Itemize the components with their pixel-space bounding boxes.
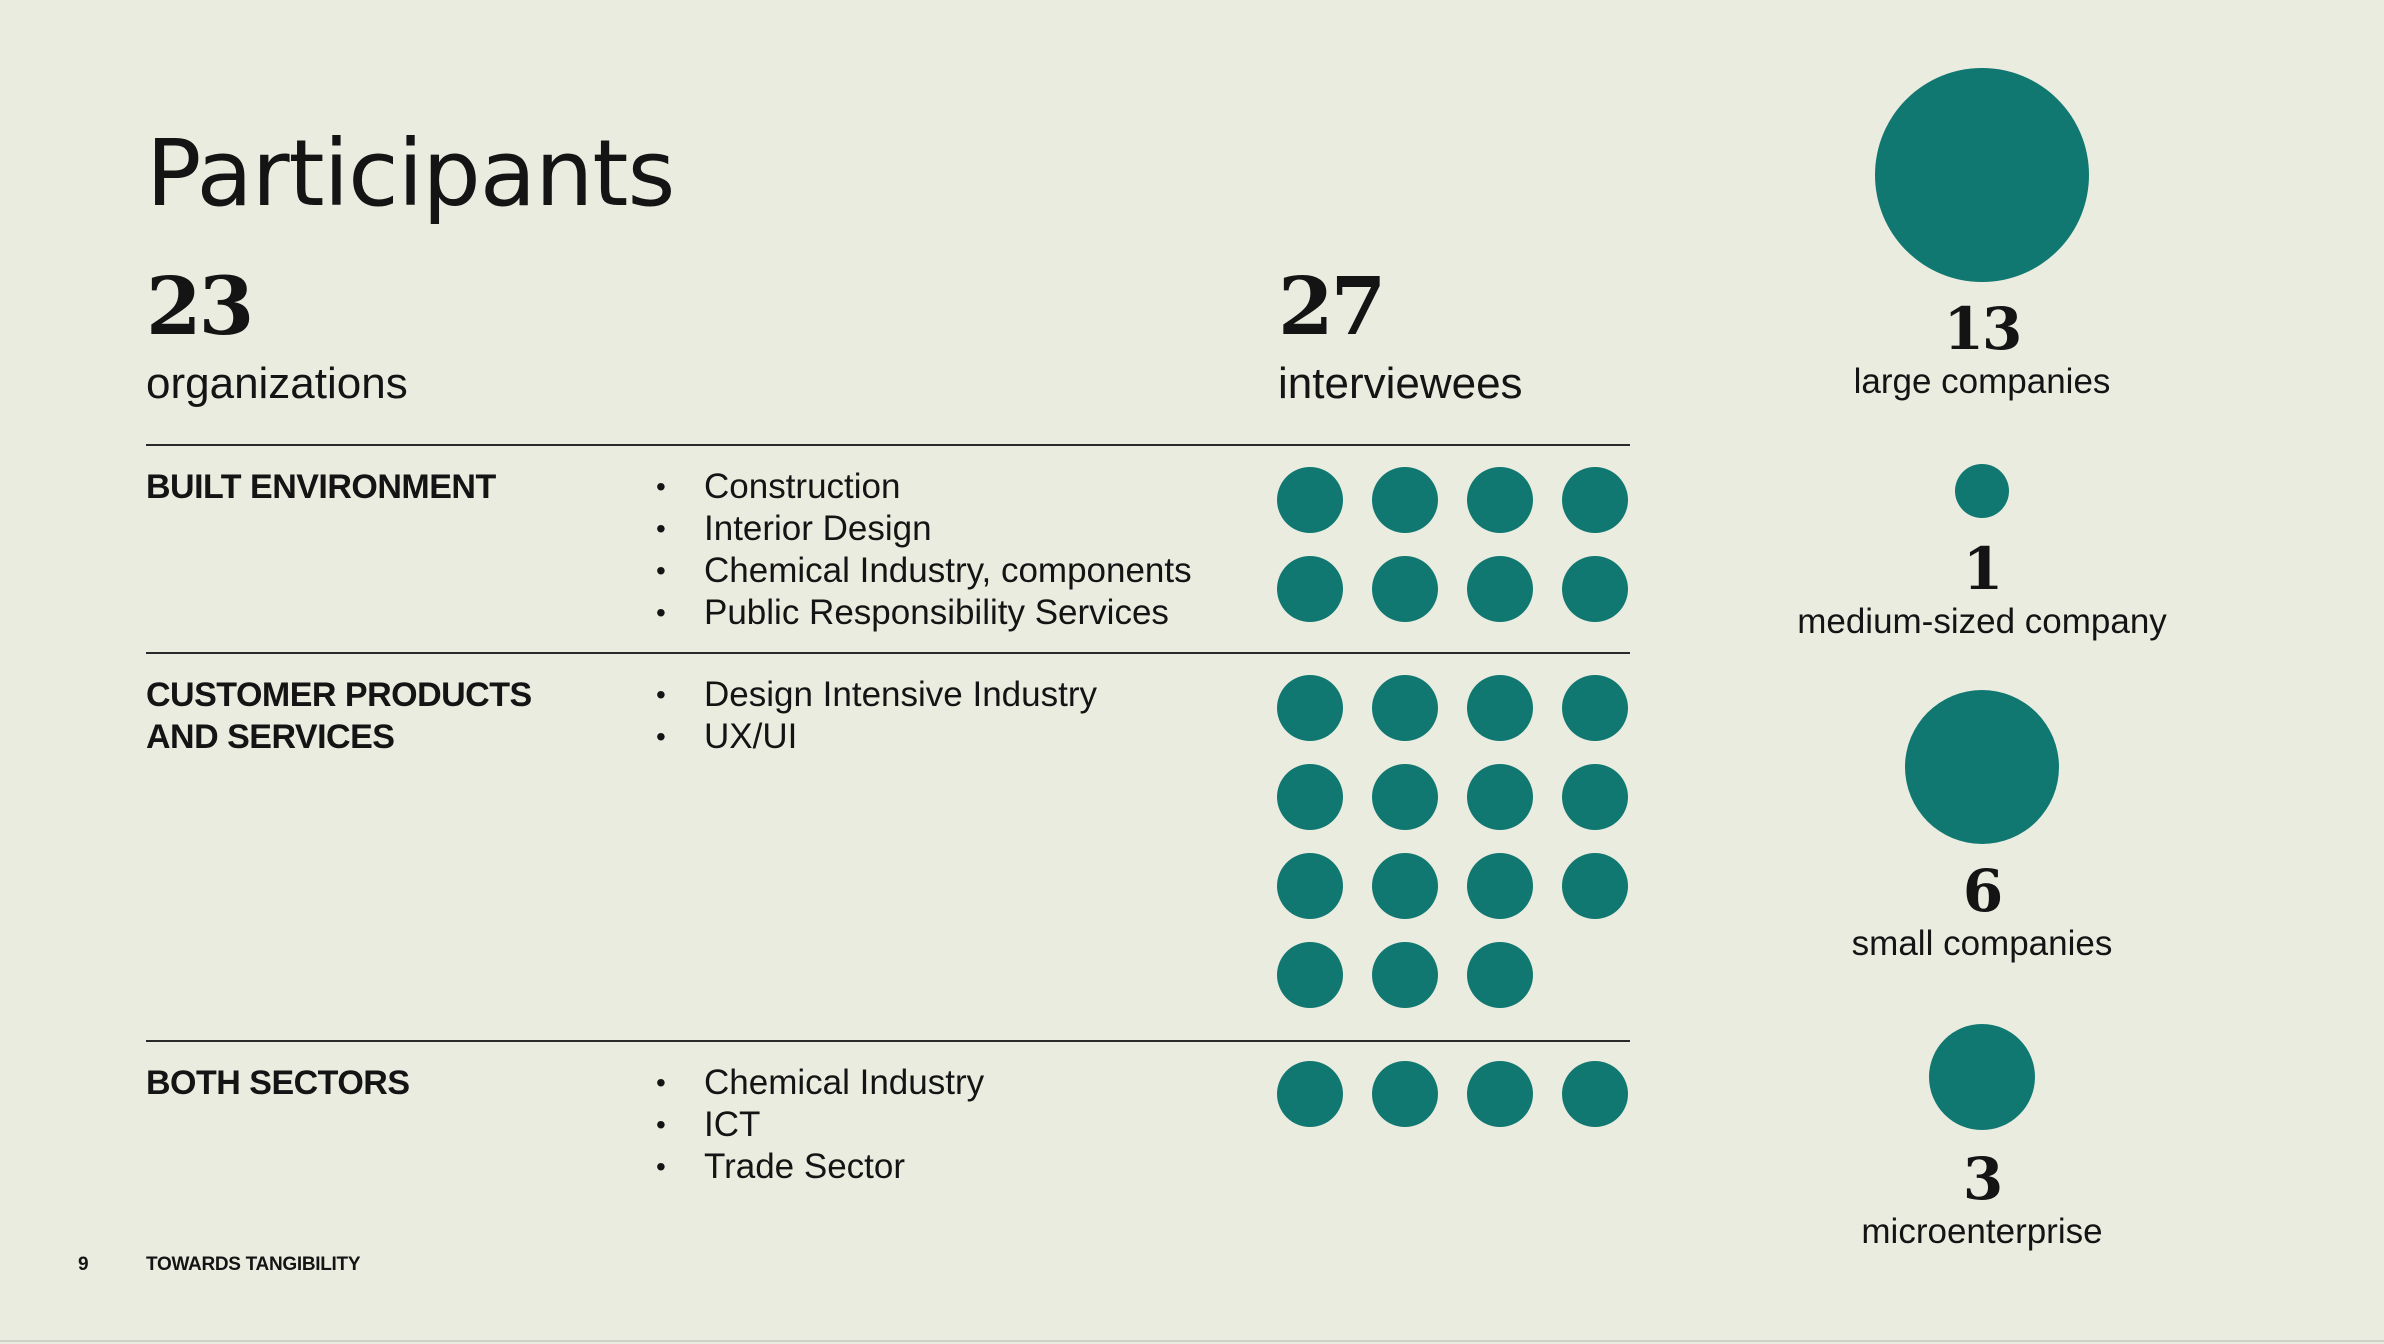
sector-both-sectors: BOTH SECTORS: [146, 1062, 410, 1104]
stat-number: 6: [1962, 857, 2003, 925]
stat-label: small companies: [1851, 924, 2113, 963]
interviewee-dot: [1467, 853, 1533, 919]
stat-label: medium-sized company: [1797, 602, 2167, 641]
organizations-label: organizations: [146, 359, 408, 408]
list-item: Public Responsibility Services: [656, 592, 1192, 634]
list-item: Chemical Industry, components: [656, 550, 1192, 592]
list-item: Design Intensive Industry: [656, 674, 1097, 716]
interviewee-dot: [1467, 556, 1533, 622]
size-circle: [1905, 690, 2059, 844]
interviewee-dot: [1467, 942, 1533, 1008]
interviewee-dot: [1372, 1061, 1438, 1127]
sector-name: BUILT ENVIRONMENT: [146, 468, 496, 506]
interviewee-dot: [1277, 764, 1343, 830]
interviewee-dot: [1467, 675, 1533, 741]
interviewee-dot: [1277, 853, 1343, 919]
interviewee-dot: [1467, 1061, 1533, 1127]
interviewee-dot: [1277, 1061, 1343, 1127]
interviewee-dot: [1562, 853, 1628, 919]
list-item: Interior Design: [656, 508, 1192, 550]
interviewee-dot: [1562, 764, 1628, 830]
stat-microenterprise: 3 microenterprise: [1742, 1024, 2222, 1249]
interviewee-dot: [1372, 853, 1438, 919]
sector-name: BOTH SECTORS: [146, 1064, 410, 1102]
page-title: Participants: [146, 120, 675, 227]
industry-list: Design Intensive Industry UX/UI: [656, 674, 1097, 758]
list-item: Construction: [656, 466, 1192, 508]
interviewee-dot: [1562, 467, 1628, 533]
page-number: 9: [78, 1254, 89, 1275]
stat-small-companies: 6 small companies: [1742, 690, 2222, 961]
sector-built-environment: BUILT ENVIRONMENT: [146, 466, 496, 508]
list-item: Trade Sector: [656, 1146, 984, 1188]
interviewee-dot: [1277, 556, 1343, 622]
list-item: ICT: [656, 1104, 984, 1146]
interviewee-dot: [1562, 675, 1628, 741]
interviewee-dot: [1467, 467, 1533, 533]
sector-customer-products: CUSTOMER PRODUCTS AND SERVICES: [146, 674, 532, 758]
stat-number: 13: [1943, 295, 2023, 363]
interviewee-dot: [1372, 942, 1438, 1008]
size-circle: [1875, 68, 2089, 282]
industry-list: Construction Interior Design Chemical In…: [656, 466, 1192, 634]
interviewee-dot: [1277, 675, 1343, 741]
list-item: Chemical Industry: [656, 1062, 984, 1104]
interviewee-dot: [1562, 1061, 1628, 1127]
stat-number: 1: [1962, 535, 2003, 603]
document-title: TOWARDS TANGIBILITY: [146, 1254, 361, 1275]
list-item: UX/UI: [656, 716, 1097, 758]
interviewee-dot: [1277, 467, 1343, 533]
interviewees-count: 27: [1278, 259, 1386, 353]
sector-name: CUSTOMER PRODUCTS: [146, 676, 532, 714]
stat-medium-company: 1 medium-sized company: [1742, 464, 2222, 639]
industry-list: Chemical Industry ICT Trade Sector: [656, 1062, 984, 1188]
divider: [146, 444, 1630, 446]
stat-label: microenterprise: [1861, 1212, 2103, 1251]
interviewee-dot: [1467, 764, 1533, 830]
size-circle: [1955, 464, 2009, 518]
stat-label: large companies: [1853, 362, 2111, 401]
organizations-count: 23: [146, 259, 254, 353]
sector-name: AND SERVICES: [146, 718, 395, 756]
interviewee-dot: [1372, 764, 1438, 830]
interviewee-dot: [1562, 556, 1628, 622]
stat-number: 3: [1962, 1145, 2003, 1213]
interviewee-dot: [1277, 942, 1343, 1008]
interviewee-dot: [1372, 467, 1438, 533]
divider: [146, 652, 1630, 654]
interviewee-dot: [1372, 556, 1438, 622]
bottom-border: [0, 1340, 2384, 1342]
stat-large-companies: 13 large companies: [1742, 68, 2222, 399]
interviewee-dot: [1372, 675, 1438, 741]
size-circle: [1929, 1024, 2035, 1130]
divider: [146, 1040, 1630, 1042]
interviewees-label: interviewees: [1278, 359, 1523, 408]
